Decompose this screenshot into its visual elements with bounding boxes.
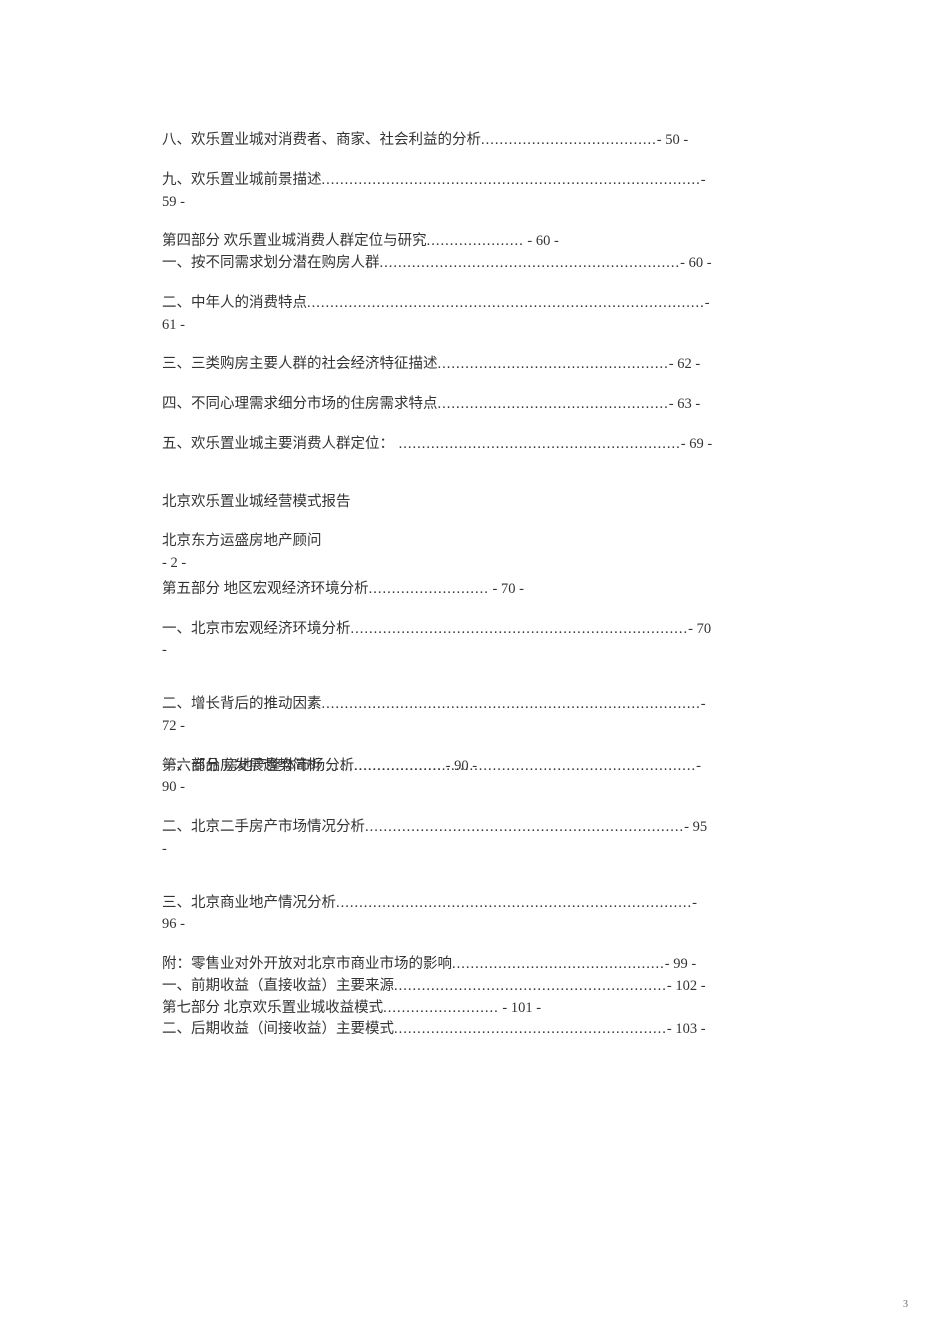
toc-entry: 五、欢乐置业城主要消费人群定位： .......................…	[162, 434, 788, 456]
toc-section-heading: 第五部分 地区宏观经济环境分析.........................…	[162, 579, 788, 601]
toc-dots: .........................	[383, 1000, 499, 1016]
toc-dots: ........................................…	[351, 621, 689, 637]
toc-dots: ........................................…	[322, 696, 701, 712]
toc-dots: ........................................…	[394, 978, 667, 994]
toc-wrap: 96 -	[162, 914, 788, 936]
toc-label: 二、后期收益（间接收益）主要模式	[162, 1021, 394, 1037]
toc-dots: ........................................…	[394, 1021, 667, 1037]
toc-dots: ........................................…	[438, 356, 669, 372]
toc-entry: 二、北京二手房产市场情况分析..........................…	[162, 817, 788, 839]
toc-page: -	[701, 696, 706, 712]
toc-wrap: -	[162, 839, 788, 861]
toc-dots: ......................................	[481, 132, 657, 148]
toc-page: - 63 -	[669, 396, 700, 412]
toc-entry: 二、后期收益（间接收益）主要模式........................…	[162, 1019, 788, 1041]
toc-entry: 三、北京商业地产情况分析............................…	[162, 893, 788, 915]
toc-label: 一、北京市宏观经济环境分析	[162, 621, 351, 637]
toc-entry: 附：零售业对外开放对北京市商业市场的影响....................…	[162, 954, 788, 976]
toc-label: 二、北京二手房产市场情况分析	[162, 819, 365, 835]
toc-page: -	[701, 172, 706, 188]
toc-label: 一、前期收益（直接收益）主要来源	[162, 978, 394, 994]
toc-dots: ........................................…	[380, 255, 681, 271]
toc-label: 九、欢乐置业城前景描述	[162, 172, 322, 188]
toc-label: 第七部分 北京欢乐置业城收益模式	[162, 1000, 383, 1016]
toc-label: 第四部分 欢乐置业城消费人群定位与研究	[162, 233, 427, 249]
toc-page: -	[696, 758, 701, 774]
toc-entry: 四、不同心理需求细分市场的住房需求特点.....................…	[162, 394, 788, 416]
toc-label: 一、按不同需求划分潜在购房人群	[162, 255, 380, 271]
toc-entry: 二、增长背后的推动因素.............................…	[162, 694, 788, 716]
toc-dots: ........................................…	[322, 172, 701, 188]
toc-page: - 102 -	[667, 978, 706, 994]
toc-dots: ..........................	[369, 581, 489, 597]
toc-label: 八、欢乐置业城对消费者、商家、社会利益的分析	[162, 132, 481, 148]
toc-section-heading: 第七部分 北京欢乐置业城收益模式........................…	[162, 998, 788, 1020]
inner-page-number: - 2 -	[162, 553, 788, 575]
toc-dots: ........................................…	[307, 295, 705, 311]
toc-entry: 一、前期收益（直接收益）主要来源........................…	[162, 976, 788, 998]
toc-wrap: -	[162, 640, 788, 662]
toc-entry: 九、欢乐置业城前景描述.............................…	[162, 170, 788, 192]
toc-label: 第五部分 地区宏观经济环境分析	[162, 581, 369, 597]
toc-dots: ........................................…	[322, 758, 697, 774]
toc-label: 附：零售业对外开放对北京市商业市场的影响	[162, 956, 452, 972]
toc-wrap: 72 -	[162, 716, 788, 738]
document-page: 八、欢乐置业城对消费者、商家、社会利益的分析..................…	[0, 0, 950, 1041]
toc-dots: ........................................…	[394, 436, 681, 452]
toc-page: - 70	[688, 621, 711, 637]
toc-page: - 69 -	[681, 436, 712, 452]
toc-page: - 50 -	[657, 132, 688, 148]
toc-dots: .....................	[427, 233, 524, 249]
toc-page: - 95	[684, 819, 707, 835]
toc-wrap: 61 -	[162, 315, 788, 337]
toc-page: -	[692, 895, 697, 911]
toc-page: - 101 -	[499, 1000, 541, 1016]
company-name: 北京东方运盛房地产顾问	[162, 531, 788, 553]
toc-entry: 八、欢乐置业城对消费者、商家、社会利益的分析..................…	[162, 130, 788, 152]
toc-overlapped-group: 一、前期收益（直接收益）主要来源........................…	[162, 976, 788, 998]
page-number: 3	[903, 1299, 908, 1310]
toc-label: 三、北京商业地产情况分析	[162, 895, 336, 911]
toc-label: 二、中年人的消费特点	[162, 295, 307, 311]
report-title: 北京欢乐置业城经营模式报告	[162, 492, 788, 514]
toc-page: - 60 -	[680, 255, 711, 271]
toc-wrap: 59 -	[162, 192, 788, 214]
toc-dots: ........................................…	[452, 956, 665, 972]
toc-entry: 一、北京市宏观经济环境分析...........................…	[162, 619, 788, 641]
toc-label: 一、商品房发展趋势简析	[162, 758, 322, 774]
toc-page: - 103 -	[667, 1021, 706, 1037]
toc-label: 二、增长背后的推动因素	[162, 696, 322, 712]
toc-label: 四、不同心理需求细分市场的住房需求特点	[162, 396, 438, 412]
toc-entry: 二、中年人的消费特点..............................…	[162, 293, 788, 315]
toc-page: - 62 -	[669, 356, 700, 372]
toc-page: - 60 -	[524, 233, 559, 249]
toc-page: -	[705, 295, 710, 311]
toc-entry-overlap: 一、商品房发展趋势简析.............................…	[162, 756, 701, 778]
toc-label: 三、三类购房主要人群的社会经济特征描述	[162, 356, 438, 372]
toc-wrap: 90 -	[162, 777, 788, 799]
toc-section-heading: 第四部分 欢乐置业城消费人群定位与研究.....................…	[162, 231, 788, 253]
toc-overlapped-group: 第六部分 房地产整体市场分析................... - 90 -…	[162, 756, 788, 778]
toc-page: - 99 -	[665, 956, 696, 972]
toc-dots: ........................................…	[336, 895, 692, 911]
toc-page: - 70 -	[489, 581, 524, 597]
toc-label: 五、欢乐置业城主要消费人群定位：	[162, 436, 394, 452]
toc-entry: 三、三类购房主要人群的社会经济特征描述.....................…	[162, 354, 788, 376]
toc-dots: ........................................…	[365, 819, 684, 835]
toc-dots: ........................................…	[438, 396, 669, 412]
toc-entry: 一、按不同需求划分潜在购房人群.........................…	[162, 253, 788, 275]
